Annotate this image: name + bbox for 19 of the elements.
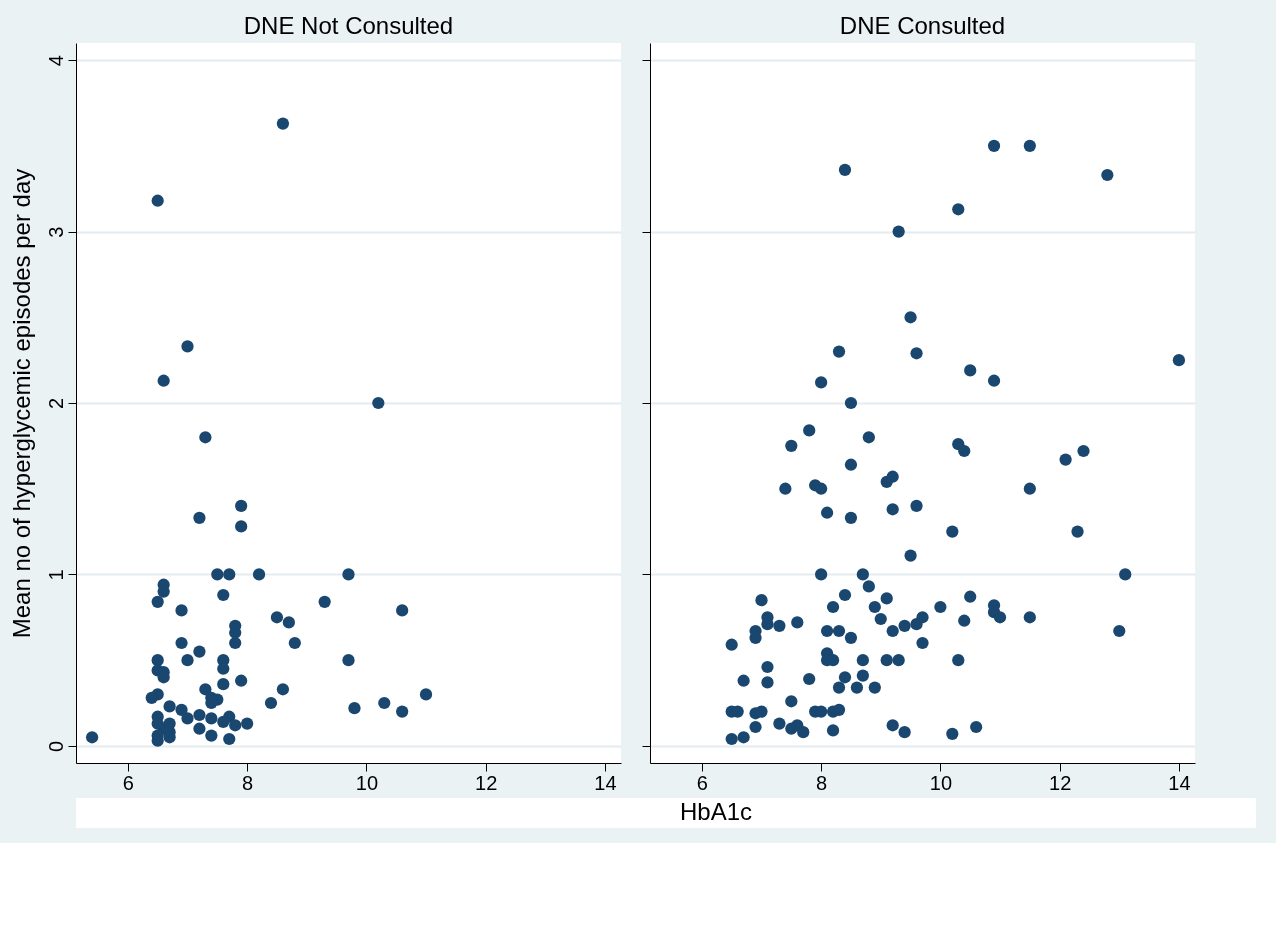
x-tick-label: 14 bbox=[1168, 771, 1191, 794]
y-tick-label: 0 bbox=[44, 740, 67, 752]
x-tick-label: 6 bbox=[696, 771, 708, 794]
x-tick-label: 10 bbox=[355, 771, 379, 794]
y-axis-title: Mean no of hyperglycemic episodes per day bbox=[7, 168, 35, 639]
x-axis-title: HbA1c bbox=[679, 798, 753, 825]
chart-title: DNE Not Consulted bbox=[243, 12, 454, 39]
y-tick-label: 4 bbox=[44, 55, 67, 67]
x-tick-label: 8 bbox=[816, 771, 828, 794]
x-tick-label: 8 bbox=[242, 771, 254, 794]
x-tick-label: 10 bbox=[929, 771, 953, 794]
x-tick-label: 12 bbox=[1049, 771, 1072, 794]
x-tick-label: 6 bbox=[122, 771, 134, 794]
y-tick-label: 2 bbox=[44, 397, 67, 410]
x-tick-label: 12 bbox=[475, 771, 498, 794]
x-tick-label: 14 bbox=[594, 771, 617, 794]
y-tick-label: 1 bbox=[44, 569, 67, 581]
chart-title: DNE Consulted bbox=[839, 12, 1006, 39]
y-tick-label: 3 bbox=[44, 226, 67, 238]
